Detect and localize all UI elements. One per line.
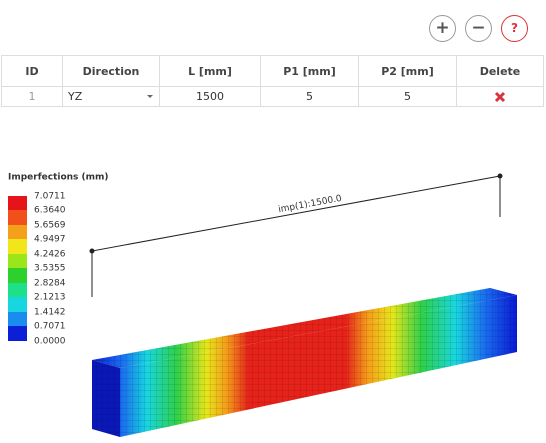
cell[interactable]: 5 xyxy=(358,86,457,107)
legend-label: 0.7071 xyxy=(34,322,66,332)
swatch xyxy=(8,225,27,240)
legend-label: 4.2426 xyxy=(34,250,66,260)
swatch xyxy=(8,326,27,341)
node xyxy=(497,173,503,179)
swatch xyxy=(8,254,27,269)
help-button[interactable]: ? xyxy=(501,15,528,42)
beam-mesh xyxy=(120,295,517,437)
legend-title: Imperfections (mm) xyxy=(8,173,109,183)
legend-label: 4.9497 xyxy=(34,235,66,245)
delete-cell xyxy=(456,86,544,107)
imperfection-line xyxy=(91,175,501,297)
imperfection-table: ID Direction L [mm] P1 [mm] P2 [mm] Dele… xyxy=(1,55,544,107)
header: Direction xyxy=(62,55,160,87)
beam-mesh xyxy=(92,360,120,437)
cell[interactable]: 1500 xyxy=(159,86,261,107)
legend-label: 0.0000 xyxy=(34,337,66,347)
header: L [mm] xyxy=(159,55,261,87)
legend-label: 6.3640 xyxy=(34,206,66,216)
header: P1 [mm] xyxy=(260,55,359,87)
swatch xyxy=(8,283,27,298)
swatch xyxy=(8,312,27,327)
swatch xyxy=(8,239,27,254)
delete-icon[interactable] xyxy=(494,91,506,103)
header: P2 [mm] xyxy=(358,55,457,87)
node xyxy=(89,248,95,254)
swatch xyxy=(8,268,27,283)
legend-label: 2.1213 xyxy=(34,293,66,303)
swatch xyxy=(8,297,27,312)
cell: 1 xyxy=(1,86,63,107)
imperfection-label: imp(1):1500.0 xyxy=(278,194,343,215)
add-button[interactable]: + xyxy=(429,15,456,42)
direction-select[interactable]: YZ xyxy=(62,86,160,107)
legend-label: 2.8284 xyxy=(34,279,66,289)
legend-swatches xyxy=(8,196,27,341)
header-row: ID Direction L [mm] P1 [mm] P2 [mm] Dele… xyxy=(1,55,544,87)
legend-label: 1.4142 xyxy=(34,308,66,318)
remove-button[interactable]: − xyxy=(465,15,492,42)
swatch xyxy=(8,210,27,225)
swatch xyxy=(8,196,27,211)
imperfection-shape xyxy=(89,173,503,297)
legend-label: 3.5355 xyxy=(34,264,66,274)
data-row: 1 YZ 1500 5 5 xyxy=(1,86,544,107)
beam-mesh xyxy=(92,288,517,368)
legend-label: 5.6569 xyxy=(34,221,66,231)
legend-label: 7.0711 xyxy=(34,192,66,202)
beam-model xyxy=(92,288,517,437)
